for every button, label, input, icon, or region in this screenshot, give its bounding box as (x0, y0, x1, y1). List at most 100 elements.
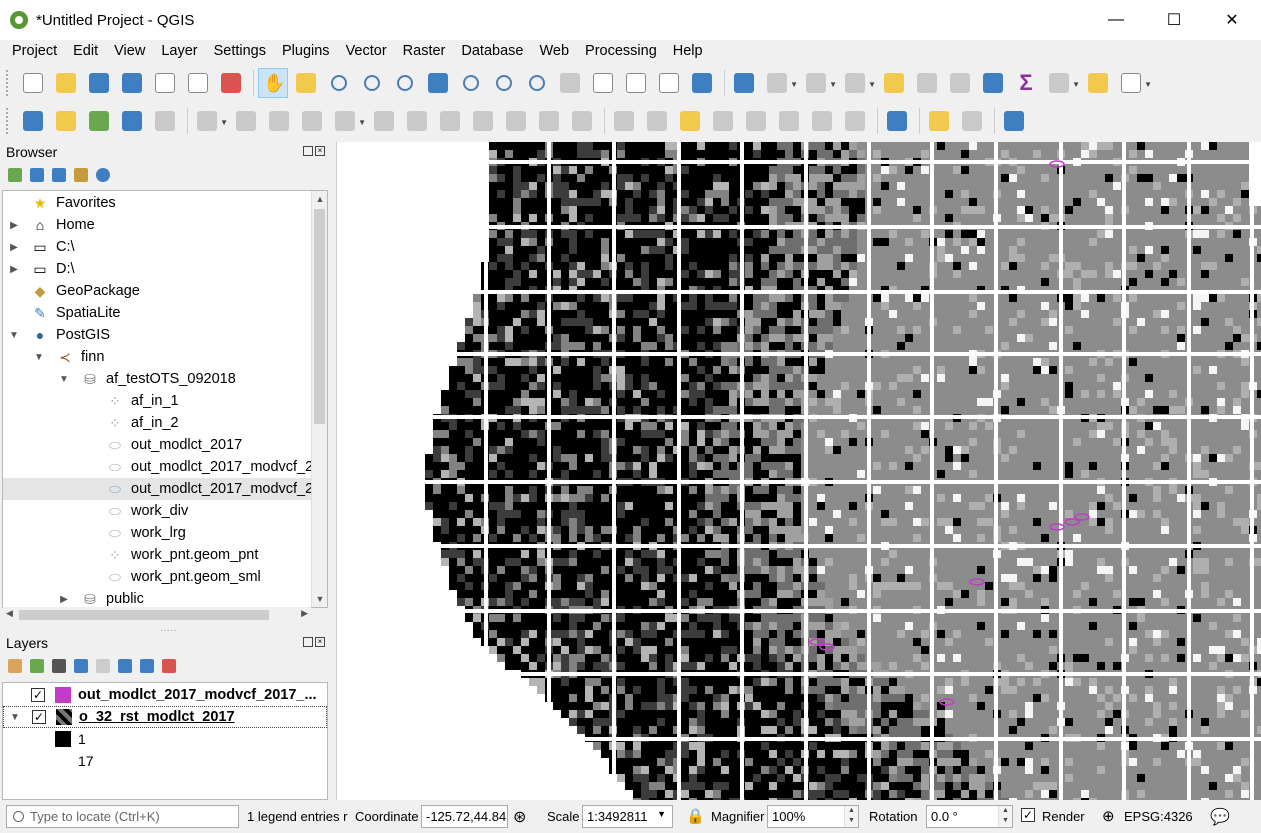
zoom-selection-button[interactable] (456, 68, 486, 98)
collapse-arrow-icon[interactable]: ▼ (59, 373, 69, 385)
info-icon[interactable] (96, 168, 110, 182)
pan-to-selection-button[interactable] (291, 68, 321, 98)
tree-item-public[interactable]: ▶ ⛁ public (60, 590, 144, 608)
menu-edit[interactable]: Edit (73, 43, 99, 59)
new-shapefile-button[interactable] (84, 106, 114, 136)
map-tips-button[interactable] (1083, 68, 1113, 98)
tree-item-finn[interactable]: ▼ ≺ finn (34, 348, 105, 366)
layer-item-raster[interactable]: ▼ ✓ o_32_rst_modlct_2017 (3, 706, 327, 728)
panel-splitter[interactable]: ····· (160, 625, 177, 636)
field-calculator-button[interactable] (945, 68, 975, 98)
browser-vertical-scrollbar[interactable]: ▲ ▼ (311, 191, 327, 607)
add-group-icon[interactable] (30, 659, 44, 673)
measure-button[interactable]: ▼ (1044, 68, 1080, 98)
actions-button[interactable]: ▼ (762, 68, 798, 98)
tree-item-work-lrg[interactable]: ⬭ work_lrg (3, 522, 311, 544)
collapse-all-icon[interactable] (74, 168, 88, 182)
close-panel-button[interactable]: × (315, 146, 325, 156)
current-edits-button[interactable]: ▼ (192, 106, 228, 136)
deselect-button[interactable] (879, 68, 909, 98)
collapse-arrow-icon[interactable]: ▼ (34, 351, 44, 363)
scrollbar-thumb[interactable] (314, 209, 325, 424)
scroll-up-arrow-icon[interactable]: ▲ (315, 194, 325, 204)
expand-arrow-icon[interactable]: ▶ (10, 263, 18, 275)
move-label-button[interactable] (774, 106, 804, 136)
data-source-manager-button[interactable] (18, 106, 48, 136)
maximize-button[interactable]: ☐ (1166, 12, 1182, 29)
tree-item-work-pnt-geom-sml[interactable]: ⬭ work_pnt.geom_sml (3, 566, 311, 588)
add-selected-layers-icon[interactable] (8, 168, 22, 182)
toolbar-grip[interactable] (6, 108, 12, 134)
text-annotation-button[interactable]: ▼ (1116, 68, 1152, 98)
menu-help[interactable]: Help (672, 43, 703, 59)
highlight-pinned-labels-button[interactable] (675, 106, 705, 136)
select-by-value-button[interactable]: ▼ (840, 68, 876, 98)
layout-manager-button[interactable] (183, 68, 213, 98)
open-project-button[interactable] (51, 68, 81, 98)
filter-legend-icon[interactable] (74, 659, 88, 673)
select-features-button[interactable]: ▼ (801, 68, 837, 98)
plugin-binoculars-button[interactable] (957, 106, 987, 136)
layer-visibility-checkbox[interactable]: ✓ (32, 710, 46, 724)
tree-item-favorites[interactable]: ★ Favorites (3, 192, 311, 214)
collapse-arrow-icon[interactable]: ▼ (10, 711, 20, 723)
collapse-arrow-icon[interactable]: ▼ (9, 329, 19, 341)
cut-features-button[interactable] (435, 106, 465, 136)
new-project-button[interactable] (18, 68, 48, 98)
style-manager-button[interactable] (216, 68, 246, 98)
tree-item-work-div[interactable]: ⬭ work_div (3, 500, 311, 522)
filter-expression-icon[interactable] (96, 659, 110, 673)
new-bookmark-button[interactable] (621, 68, 651, 98)
scroll-left-arrow-icon[interactable]: ◀ (6, 608, 13, 618)
expand-arrow-icon[interactable]: ▶ (60, 593, 68, 605)
new-temporary-layer-button[interactable] (150, 106, 180, 136)
save-edits-button[interactable] (264, 106, 294, 136)
scroll-right-arrow-icon[interactable]: ▶ (301, 608, 308, 618)
zoom-full-button[interactable] (423, 68, 453, 98)
menu-plugins[interactable]: Plugins (282, 43, 330, 59)
zoom-next-button[interactable] (555, 68, 585, 98)
statistical-summary-button[interactable]: Σ (1011, 68, 1041, 98)
new-spatialite-layer-button[interactable] (117, 106, 147, 136)
remove-layer-icon[interactable] (162, 659, 176, 673)
map-canvas[interactable] (336, 142, 1261, 800)
metasearch-button[interactable] (882, 106, 912, 136)
pan-map-button[interactable]: ✋ (258, 68, 288, 98)
layer-labeling-button[interactable] (609, 106, 639, 136)
tree-item-af-in-1[interactable]: ⁘ af_in_1 (3, 390, 311, 412)
help-button[interactable] (999, 106, 1029, 136)
float-panel-button[interactable] (303, 637, 313, 647)
menu-processing[interactable]: Processing (585, 43, 657, 59)
new-map-view-button[interactable] (588, 68, 618, 98)
identify-button[interactable] (729, 68, 759, 98)
tree-item-geopackage[interactable]: ◆ GeoPackage (3, 280, 311, 302)
undo-button[interactable] (534, 106, 564, 136)
scroll-down-arrow-icon[interactable]: ▼ (315, 594, 325, 604)
zoom-layer-button[interactable] (489, 68, 519, 98)
menu-view[interactable]: View (114, 43, 146, 59)
modify-attributes-button[interactable] (369, 106, 399, 136)
zoom-out-button[interactable] (357, 68, 387, 98)
zoom-last-button[interactable] (522, 68, 552, 98)
menu-project[interactable]: Project (12, 43, 58, 59)
processing-toolbox-button[interactable] (978, 68, 1008, 98)
scrollbar-thumb[interactable] (19, 610, 269, 620)
style-brush-icon[interactable] (8, 659, 22, 673)
copy-features-button[interactable] (468, 106, 498, 136)
tree-item-out-modlct-2017-modvcf-a[interactable]: ⬭ out_modlct_2017_modvcf_2 (3, 456, 313, 478)
float-panel-button[interactable] (303, 146, 313, 156)
layer-visibility-checkbox[interactable]: ✓ (31, 688, 45, 702)
layer-item-polygons[interactable]: ✓ out_modlct_2017_modvcf_2017_... (3, 684, 327, 706)
show-bookmarks-button[interactable] (654, 68, 684, 98)
filter-icon[interactable] (52, 168, 66, 182)
pin-labels-button[interactable] (708, 106, 738, 136)
tree-item-postgis[interactable]: ▼ ● PostGIS (9, 327, 110, 343)
change-label-button[interactable] (840, 106, 870, 136)
save-as-button[interactable] (117, 68, 147, 98)
tree-item-c-drive[interactable]: ▶ ▭ C:\ (10, 238, 75, 256)
delete-selected-button[interactable] (402, 106, 432, 136)
print-layout-button[interactable] (150, 68, 180, 98)
attribute-table-button[interactable] (912, 68, 942, 98)
menu-raster[interactable]: Raster (402, 43, 446, 59)
manage-visibility-eye-icon[interactable] (52, 659, 66, 673)
